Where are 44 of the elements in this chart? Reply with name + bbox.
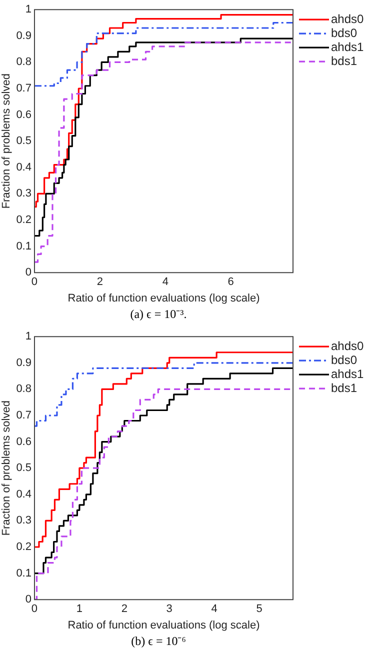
y-tick-label: 0.4 — [16, 488, 32, 500]
y-tick-label: 0.9 — [16, 356, 32, 369]
text: (b) ϵ = 10⁻⁶ — [130, 633, 187, 650]
y-axis-title: Fraction of problems solved — [0, 400, 13, 536]
y-tick-label: 0.6 — [16, 108, 32, 121]
legend-label: bds1 — [331, 54, 358, 68]
y-axis-title: Fraction of problems solved — [0, 74, 13, 209]
legend-label: bds0 — [331, 352, 358, 367]
y-tick-label: 1 — [25, 330, 32, 343]
legend-label: ahds0 — [331, 12, 364, 26]
x-tick-label: 5 — [256, 603, 262, 616]
y-tick-label: 0.2 — [16, 541, 32, 554]
y-tick-label: 0.1 — [16, 567, 32, 580]
y-tick-label: 0.3 — [16, 514, 32, 527]
legend-label: bds1 — [331, 380, 358, 395]
x-axis-title: Ratio of function evaluations (log scale) — [68, 292, 260, 304]
x-tick-label: 3 — [166, 603, 172, 616]
y-tick-label: 0.8 — [16, 56, 32, 68]
x-tick-label: 4 — [162, 276, 168, 288]
legend-label: bds0 — [331, 26, 358, 40]
x-tick-label: 6 — [228, 276, 234, 288]
y-tick-label: 0.5 — [16, 462, 32, 474]
y-tick-label: 0.7 — [16, 410, 32, 422]
legend-label: ahds1 — [331, 40, 364, 54]
y-tick-label: 0.7 — [16, 82, 32, 95]
legend-label: ahds0 — [331, 338, 364, 353]
y-tick-label: 0.8 — [16, 383, 32, 396]
x-tick-label: 1 — [76, 603, 83, 616]
y-tick-label: 0 — [25, 594, 32, 606]
y-tick-label: 0 — [25, 266, 32, 279]
y-tick-label: 0.3 — [16, 188, 32, 200]
x-tick-label: 2 — [96, 276, 103, 288]
y-tick-label: 1 — [25, 4, 32, 16]
x-tick-label: 2 — [121, 603, 128, 616]
y-tick-label: 0.5 — [16, 135, 32, 148]
y-tick-label: 0.1 — [16, 240, 32, 252]
y-tick-label: 0.2 — [16, 214, 32, 226]
y-tick-label: 0.4 — [16, 161, 32, 174]
text: (a) ϵ = 10⁻³. — [129, 306, 188, 323]
legend-label: ahds1 — [331, 366, 364, 381]
y-tick-label: 0.6 — [16, 436, 32, 448]
x-tick-label: 4 — [211, 603, 218, 616]
x-axis-title: Ratio of function evaluations (log scale) — [68, 619, 260, 632]
y-tick-label: 0.9 — [16, 30, 32, 42]
